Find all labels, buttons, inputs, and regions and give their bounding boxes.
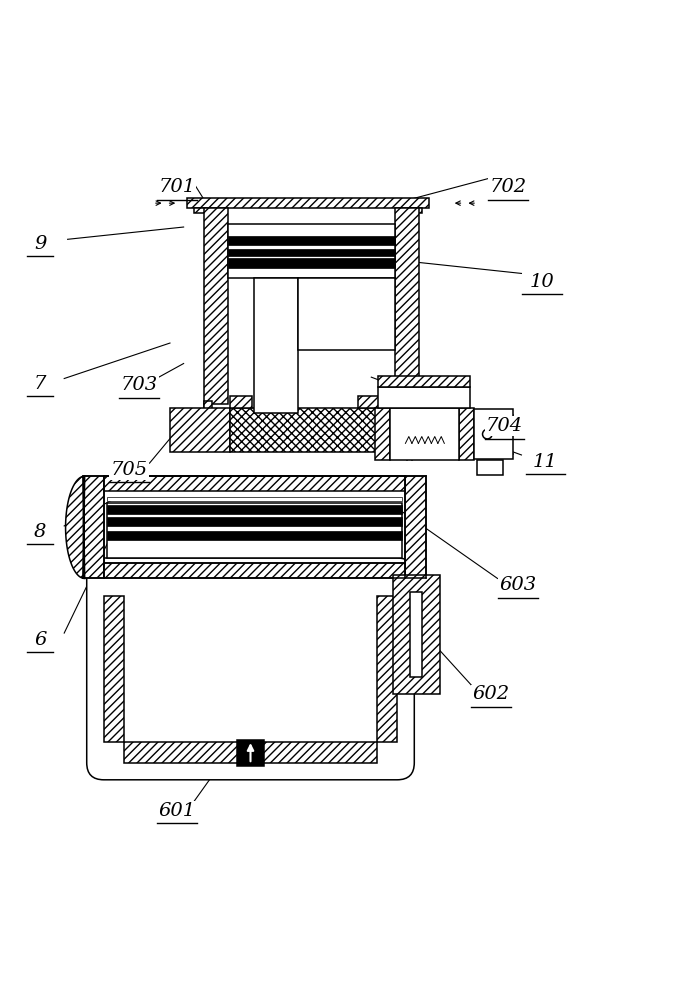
- Bar: [104, 563, 405, 578]
- Bar: [107, 531, 402, 540]
- Bar: [228, 236, 395, 245]
- Bar: [298, 278, 395, 350]
- Bar: [411, 401, 419, 419]
- Bar: [104, 476, 405, 491]
- Bar: [393, 575, 440, 694]
- Bar: [410, 208, 422, 213]
- Text: 703: 703: [120, 376, 158, 394]
- Bar: [378, 387, 471, 408]
- Bar: [477, 460, 503, 475]
- Bar: [237, 740, 264, 766]
- Bar: [107, 517, 402, 526]
- Bar: [395, 208, 419, 404]
- Text: 702: 702: [489, 178, 526, 196]
- Bar: [230, 396, 252, 408]
- Bar: [228, 258, 395, 268]
- Bar: [104, 596, 125, 742]
- Bar: [358, 396, 380, 408]
- Text: 10: 10: [530, 273, 555, 291]
- Bar: [170, 408, 230, 452]
- Bar: [228, 249, 395, 256]
- Bar: [107, 503, 402, 558]
- Text: 9: 9: [34, 235, 47, 253]
- PathPatch shape: [65, 476, 85, 578]
- Bar: [204, 208, 228, 404]
- Bar: [194, 208, 206, 213]
- Text: 7: 7: [34, 375, 47, 393]
- Bar: [405, 476, 426, 578]
- Bar: [204, 401, 213, 419]
- Bar: [389, 408, 459, 460]
- Bar: [473, 409, 513, 459]
- Bar: [410, 592, 422, 677]
- Text: 705: 705: [111, 461, 148, 479]
- Bar: [228, 224, 395, 278]
- Bar: [378, 376, 471, 387]
- FancyBboxPatch shape: [87, 558, 414, 780]
- Text: 603: 603: [499, 576, 537, 594]
- Bar: [83, 476, 104, 578]
- Bar: [254, 278, 298, 413]
- Bar: [380, 408, 440, 452]
- Bar: [375, 408, 389, 460]
- Bar: [377, 596, 397, 742]
- Bar: [107, 505, 402, 514]
- Text: 6: 6: [34, 631, 47, 649]
- Text: 8: 8: [34, 523, 47, 541]
- Text: 601: 601: [158, 802, 195, 820]
- Text: 602: 602: [472, 685, 509, 703]
- Bar: [187, 198, 429, 208]
- Bar: [107, 497, 402, 501]
- Bar: [459, 408, 473, 460]
- Text: 11: 11: [533, 453, 558, 471]
- Bar: [125, 742, 377, 763]
- Text: 701: 701: [158, 178, 195, 196]
- Text: 704: 704: [486, 417, 523, 435]
- Bar: [230, 408, 380, 452]
